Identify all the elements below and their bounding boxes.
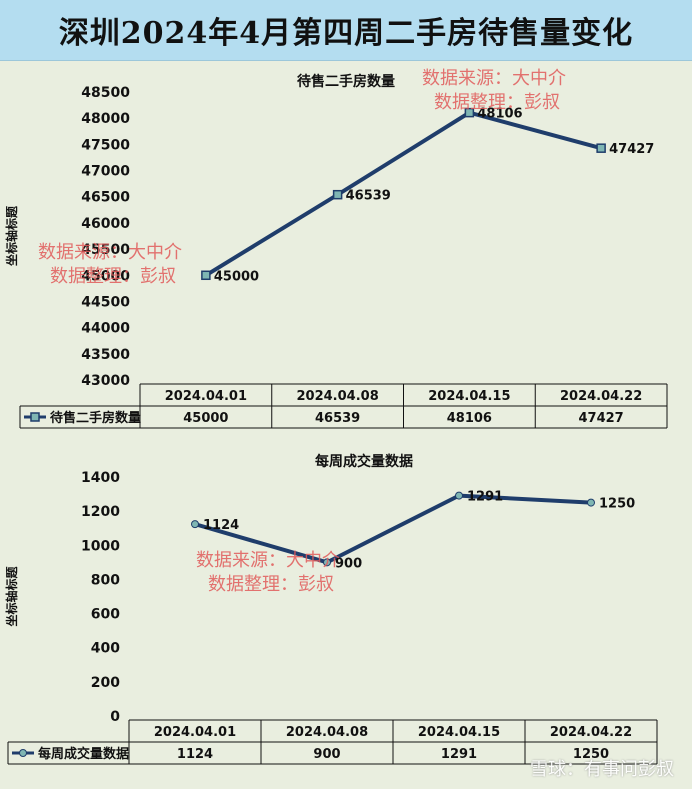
legend-marker bbox=[19, 749, 27, 757]
y-tick-label: 48500 bbox=[81, 85, 130, 101]
chart-transactions-svg: 每周成交量数据坐标轴标题0200400600800100012001400202… bbox=[4, 453, 658, 765]
table-value: 1124 bbox=[177, 747, 213, 762]
x-tick-label: 2024.04.01 bbox=[154, 725, 236, 740]
data-label: 1291 bbox=[467, 490, 503, 505]
data-point bbox=[587, 498, 595, 507]
data-label: 45000 bbox=[214, 269, 259, 284]
y-tick-label: 47000 bbox=[81, 164, 130, 180]
y-tick-label: 1200 bbox=[81, 504, 120, 520]
data-point bbox=[323, 558, 331, 567]
y-tick-label: 47500 bbox=[81, 137, 130, 153]
chart-title: 每周成交量数据 bbox=[315, 453, 413, 470]
y-tick-label: 0 bbox=[110, 709, 120, 725]
watermark-top-author: 数据整理：彭叔 bbox=[434, 92, 560, 113]
data-label: 1124 bbox=[203, 518, 239, 533]
table-value: 47427 bbox=[579, 411, 624, 426]
watermark-bottom-source: 数据来源：大中介 bbox=[196, 550, 340, 571]
chart-title: 待售二手房数量 bbox=[297, 73, 395, 90]
y-tick-label: 43500 bbox=[81, 347, 130, 363]
data-label: 48106 bbox=[477, 107, 522, 122]
data-label: 47427 bbox=[609, 142, 654, 157]
y-tick-label: 600 bbox=[91, 607, 120, 623]
y-tick-label: 48000 bbox=[81, 111, 130, 127]
x-tick-label: 2024.04.15 bbox=[428, 389, 510, 404]
y-tick-label: 1400 bbox=[81, 470, 120, 486]
watermark-bottom-author: 数据整理：彭叔 bbox=[208, 574, 334, 595]
data-label: 900 bbox=[335, 556, 362, 571]
watermark-mid-source: 数据来源：大中介 bbox=[38, 242, 182, 263]
y-axis-label: 坐标轴标题 bbox=[4, 566, 19, 627]
table-value: 48106 bbox=[447, 411, 492, 426]
data-point bbox=[596, 143, 606, 153]
footer-watermark: 雪球：有事问彭叔 bbox=[530, 759, 674, 780]
table-value: 1250 bbox=[573, 747, 609, 762]
page-title: 深圳2024年4月第四周二手房待售量变化 bbox=[0, 0, 692, 61]
y-tick-label: 43000 bbox=[81, 373, 130, 389]
x-tick-label: 2024.04.22 bbox=[550, 725, 632, 740]
table-value: 900 bbox=[313, 747, 340, 762]
y-tick-label: 44000 bbox=[81, 321, 130, 337]
x-tick-label: 2024.04.08 bbox=[286, 725, 368, 740]
legend-label: 待售二手房数量 bbox=[49, 410, 141, 426]
series-line bbox=[204, 110, 602, 277]
chart-listings-svg: 待售二手房数量坐标轴标题4300043500440004450045000455… bbox=[4, 68, 668, 429]
data-point bbox=[191, 520, 199, 529]
y-tick-label: 45000 bbox=[81, 268, 130, 284]
y-tick-label: 45500 bbox=[81, 242, 130, 258]
data-point bbox=[201, 270, 211, 281]
x-tick-label: 2024.04.01 bbox=[165, 389, 247, 404]
table-value: 46539 bbox=[315, 411, 360, 426]
x-tick-label: 2024.04.15 bbox=[418, 725, 500, 740]
y-tick-label: 800 bbox=[91, 572, 120, 588]
chart-listings: 待售二手房数量 坐标轴标题 43000 43500 44000 44500 45000 455… bbox=[0, 62, 692, 434]
y-axis-label: 坐标轴标题 bbox=[4, 205, 19, 266]
data-point bbox=[332, 189, 343, 200]
table-value: 45000 bbox=[183, 411, 228, 426]
watermark-top-source: 数据来源：大中介 bbox=[422, 68, 566, 89]
y-tick-label: 400 bbox=[91, 641, 120, 657]
y-tick-label: 44500 bbox=[81, 294, 130, 310]
data-point bbox=[455, 491, 463, 500]
table-value: 1291 bbox=[441, 747, 477, 762]
x-tick-label: 2024.04.22 bbox=[560, 389, 642, 404]
chart-transactions: 每周成交量数据 坐标轴标题 0 200 400 600 800 1000 1200 1400 202… bbox=[0, 444, 692, 772]
y-tick-label: 46500 bbox=[81, 190, 130, 206]
data-point bbox=[464, 107, 475, 118]
legend-marker bbox=[30, 412, 40, 422]
legend-label: 每周成交量数据 bbox=[38, 746, 129, 762]
data-label: 46539 bbox=[346, 189, 391, 204]
y-tick-label: 1000 bbox=[81, 538, 120, 554]
y-tick-label: 46000 bbox=[81, 216, 130, 232]
x-tick-label: 2024.04.08 bbox=[297, 389, 379, 404]
series-line bbox=[194, 493, 592, 565]
watermark-mid-author: 数据整理：彭叔 bbox=[50, 266, 176, 287]
data-label: 1250 bbox=[599, 497, 635, 512]
y-tick-label: 200 bbox=[91, 675, 120, 691]
